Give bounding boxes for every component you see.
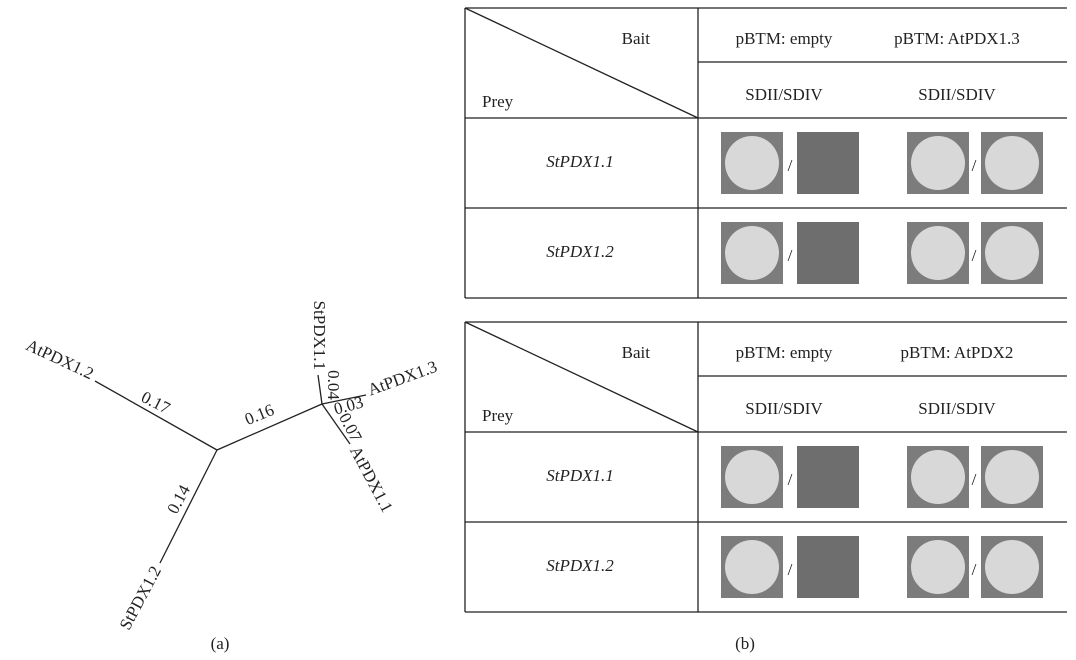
colony-image (797, 222, 859, 284)
column-header: pBTM: empty (736, 29, 833, 48)
bait-label: Bait (622, 343, 651, 362)
tree: AtPDX1.2 StPDX1.2 StPDX1.1 AtPDX1.3 AtPD… (23, 301, 439, 633)
figure: AtPDX1.2 StPDX1.2 StPDX1.1 AtPDX1.3 AtPD… (0, 0, 1076, 660)
separator: / (972, 156, 977, 175)
colony (985, 540, 1039, 594)
separator: / (972, 560, 977, 579)
colony-image (797, 132, 859, 194)
branch-length: 0.17 (138, 387, 174, 418)
media-label: SDII/SDIV (745, 85, 823, 104)
colony (725, 136, 779, 190)
colony (911, 450, 965, 504)
branch-length: 0.04 (324, 370, 343, 400)
media-label: SDII/SDIV (745, 399, 823, 418)
row-label: StPDX1.1 (546, 466, 614, 485)
prey-label: Prey (482, 406, 514, 425)
panel-label: (a) (211, 634, 230, 653)
row-label: StPDX1.1 (546, 152, 614, 171)
leaf-label: AtPDX1.2 (23, 335, 97, 383)
branch-length: 0.16 (242, 400, 277, 429)
colony (725, 450, 779, 504)
branch-length: 0.14 (163, 481, 194, 517)
row-label: StPDX1.2 (546, 242, 614, 261)
leaf-label: StPDX1.2 (116, 563, 165, 633)
media-label: SDII/SDIV (918, 85, 996, 104)
media-label: SDII/SDIV (918, 399, 996, 418)
colony (985, 450, 1039, 504)
separator: / (788, 470, 793, 489)
branch (318, 375, 322, 404)
colony (911, 226, 965, 280)
colony-image (797, 446, 859, 508)
colony (985, 226, 1039, 280)
colony (985, 136, 1039, 190)
separator: / (972, 246, 977, 265)
separator: / (788, 560, 793, 579)
prey-label: Prey (482, 92, 514, 111)
leaf-label: AtPDX1.3 (365, 357, 439, 400)
bait-label: Bait (622, 29, 651, 48)
colony (725, 540, 779, 594)
panel-label: (b) (735, 634, 755, 653)
column-header: pBTM: AtPDX2 (901, 343, 1014, 362)
leaf-label: AtPDX1.1 (346, 443, 397, 516)
row-label: StPDX1.2 (546, 556, 614, 575)
colony-image (797, 536, 859, 598)
branch-length: 0.07 (335, 410, 366, 446)
separator: / (788, 246, 793, 265)
column-header: pBTM: AtPDX1.3 (894, 29, 1020, 48)
colony (725, 226, 779, 280)
colony (911, 136, 965, 190)
leaf-label: StPDX1.1 (310, 301, 329, 370)
colony (911, 540, 965, 594)
separator: / (972, 470, 977, 489)
separator: / (788, 156, 793, 175)
column-header: pBTM: empty (736, 343, 833, 362)
